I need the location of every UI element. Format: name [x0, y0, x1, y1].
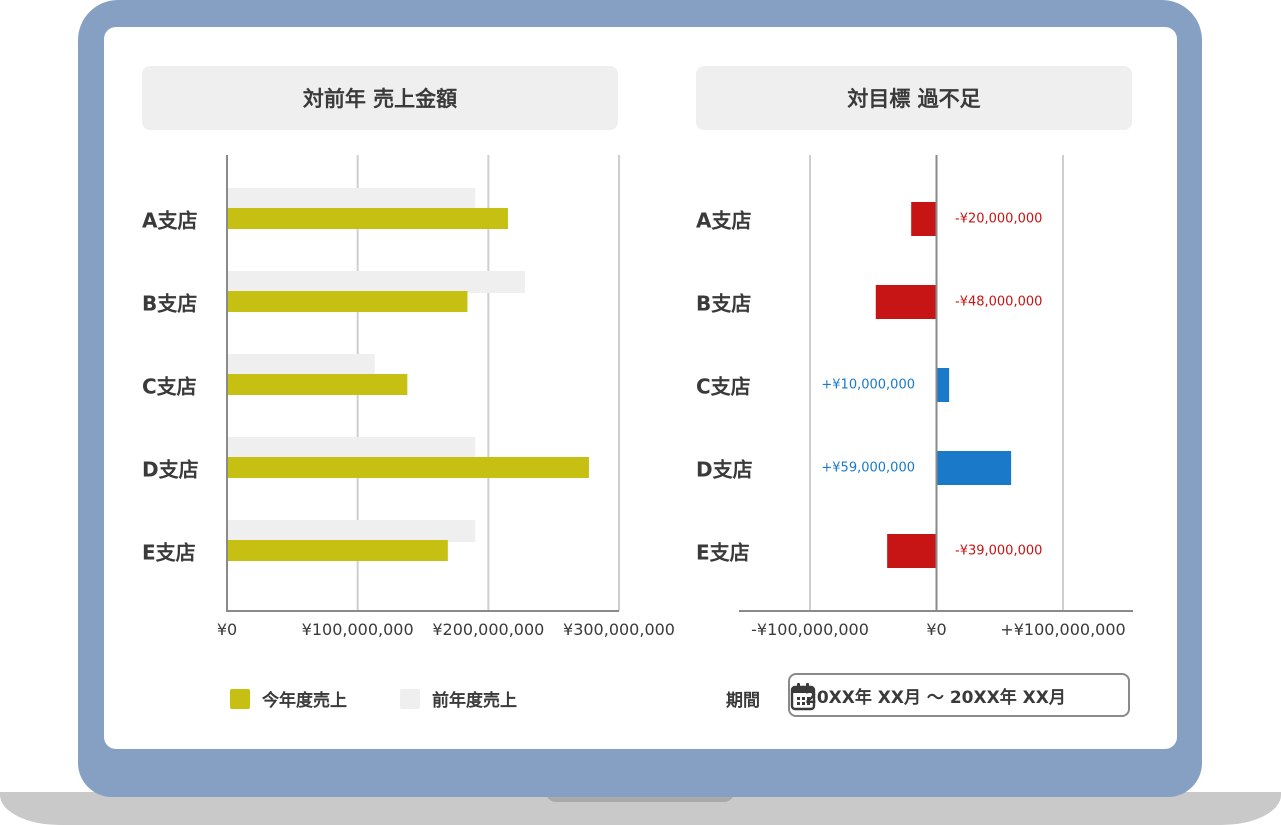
bar-last-year: [227, 520, 476, 542]
period-label: 期間: [726, 691, 760, 711]
x-tick-label: ¥0: [926, 620, 946, 639]
bar-shortfall: [875, 285, 937, 319]
bar-this-year: [227, 540, 448, 561]
category-label: A支店: [142, 209, 197, 233]
bar-last-year: [227, 354, 375, 376]
data-label: -¥39,000,000: [955, 544, 1042, 559]
bar-last-year: [227, 188, 476, 210]
legend-last-year: 前年度売上: [400, 686, 517, 711]
x-tick-label: ¥100,000,000: [302, 620, 414, 639]
x-tick-label: ¥200,000,000: [432, 620, 544, 639]
category-label: D支店: [696, 458, 753, 482]
period-value: 20XX年 XX月 〜 20XX年 XX月: [805, 687, 1066, 708]
bar-surplus: [936, 368, 950, 402]
x-tick-label: +¥100,000,000: [1000, 620, 1125, 639]
bar-shortfall: [887, 534, 937, 568]
right-chart-title: 対目標 過不足: [696, 66, 1132, 130]
left-chart-title: 対前年 売上金額: [142, 66, 618, 130]
data-label: -¥20,000,000: [955, 212, 1042, 227]
category-label: B支店: [696, 292, 751, 316]
category-label: B支店: [142, 292, 197, 316]
x-tick-label: ¥300,000,000: [563, 620, 675, 639]
bar-this-year: [227, 291, 468, 312]
x-tick-label: -¥100,000,000: [751, 620, 869, 639]
laptop-notch: [546, 792, 734, 802]
legend-swatch-this-year: [230, 688, 250, 709]
category-label: A支店: [696, 209, 751, 233]
bar-this-year: [227, 208, 508, 229]
category-label: E支店: [696, 541, 750, 565]
legend-label-this-year: 今年度売上: [262, 691, 347, 711]
category-label: E支店: [142, 541, 196, 565]
bar-this-year: [227, 374, 408, 395]
data-label: +¥10,000,000: [821, 378, 915, 393]
bar-surplus: [936, 451, 1012, 485]
legend-label-last-year: 前年度売上: [432, 691, 517, 711]
category-label: C支店: [142, 375, 197, 399]
x-tick-label: ¥0: [217, 620, 237, 639]
legend-this-year: 今年度売上: [230, 686, 347, 711]
bar-this-year: [227, 457, 589, 478]
legend-swatch-last-year: [400, 688, 420, 709]
period-date-range-field[interactable]: 20XX年 XX月 〜 20XX年 XX月: [788, 673, 1130, 717]
data-label: +¥59,000,000: [821, 461, 915, 476]
bar-last-year: [227, 437, 476, 459]
category-label: D支店: [142, 458, 199, 482]
data-label: -¥48,000,000: [955, 295, 1042, 310]
bar-shortfall: [911, 202, 937, 236]
calendar-icon[interactable]: [790, 683, 816, 711]
category-label: C支店: [696, 375, 751, 399]
bar-last-year: [227, 271, 525, 293]
